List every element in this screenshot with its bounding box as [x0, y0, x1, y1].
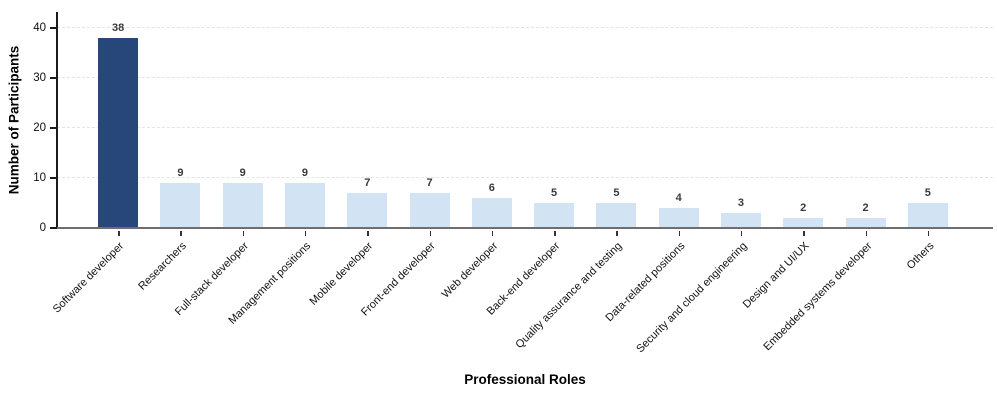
bar: [284, 183, 325, 228]
x-tick-label: Embedded systems developer: [760, 240, 875, 354]
bar: [783, 218, 824, 228]
bar: [658, 208, 699, 228]
bar-column: 7 Front-end developer: [359, 12, 460, 319]
y-tick-label: 40: [33, 22, 46, 34]
bar-column: 9 Researchers: [136, 12, 211, 293]
bar-column: 2 Design and UI/UX: [741, 12, 834, 311]
bar-value-label: 5: [551, 187, 558, 199]
bar: [845, 218, 886, 228]
x-tick-mark: [180, 231, 182, 236]
bar: [98, 38, 139, 228]
y-tick-mark: [50, 77, 57, 79]
plot-area: 0 10 20 30 40 38 Software developer 9 Researche…: [33, 12, 993, 355]
y-axis-line: [56, 12, 58, 228]
bar: [160, 183, 201, 228]
bar-column: 5 Back-end developer: [485, 12, 585, 318]
x-axis-title: Professional Roles: [464, 372, 586, 387]
gridline: [57, 27, 993, 28]
bar-column: 38 Software developer: [51, 12, 149, 316]
bar-value-label: 5: [924, 187, 931, 199]
bar: [596, 203, 637, 228]
x-tick-mark: [429, 231, 432, 236]
bar-value-label: 38: [112, 22, 125, 34]
x-tick-mark: [304, 231, 307, 236]
bar-value-label: 3: [737, 197, 745, 209]
x-tick-label: Security and cloud engineering: [634, 240, 750, 356]
gridline: [57, 127, 993, 128]
bar-column: 4 Data-related positions: [603, 12, 710, 324]
gridline: [57, 177, 993, 178]
bar-value-label: 9: [177, 167, 184, 179]
bar-value-label: 7: [426, 177, 433, 189]
x-tick-mark: [367, 231, 369, 236]
bar-value-label: 9: [239, 167, 246, 179]
bar: [907, 203, 948, 228]
y-tick-label: 0: [39, 222, 46, 234]
x-tick-mark: [554, 231, 556, 236]
x-tick-mark: [803, 231, 805, 236]
x-tick-label: Software developer: [51, 240, 127, 316]
x-tick-mark: [927, 231, 930, 236]
y-tick-label: 10: [33, 172, 46, 184]
bar-column: 5 Quality assurance and testing: [514, 12, 647, 351]
y-tick-label: 20: [33, 122, 46, 134]
bar-column: 5 Others: [897, 12, 959, 272]
bar-value-label: 2: [800, 202, 807, 214]
y-tick-label: 30: [33, 72, 46, 84]
x-tick-label: Others: [904, 240, 937, 272]
y-tick-mark: [50, 27, 57, 29]
x-tick-label: Design and UI/UX: [740, 240, 812, 311]
gridline: [57, 77, 993, 78]
bar: [222, 183, 263, 228]
y-axis-title: Number of Participants: [6, 45, 22, 195]
y-tick-mark: [50, 227, 57, 229]
x-tick-mark: [242, 231, 245, 236]
y-tick-mark: [50, 127, 57, 129]
x-tick-label: Web developer: [439, 240, 501, 301]
bar-column: 9 Management positions: [227, 12, 336, 327]
bar-column: 7 Mobile developer: [308, 12, 398, 308]
x-tick-mark: [491, 231, 494, 236]
y-tick-mark: [50, 177, 57, 179]
bar: [347, 193, 388, 228]
x-tick-mark: [678, 231, 681, 236]
x-tick-label: Researchers: [136, 240, 189, 293]
x-tick-mark: [865, 231, 868, 236]
bar-column: 2 Embedded systems developer: [761, 12, 896, 353]
bar: [409, 193, 450, 228]
bar-value-label: 6: [488, 182, 495, 194]
bar: [534, 203, 575, 228]
bar-value-label: 7: [364, 177, 371, 189]
x-axis-line: [57, 226, 993, 229]
bar: [720, 213, 761, 228]
bar-column: 3 Security and cloud engineering: [634, 12, 772, 355]
x-tick-label: Mobile developer: [308, 240, 376, 308]
x-tick-mark: [616, 231, 618, 236]
bar-column: 9 Full-stack developer: [173, 12, 274, 318]
bar-value-label: 2: [862, 202, 869, 214]
bar-value-label: 5: [613, 187, 620, 199]
bar-value-label: 9: [301, 167, 309, 179]
bar-column: 6 Web developer: [440, 12, 523, 301]
bars-container: 38 Software developer 9 Researchers 9 Full-st…: [51, 12, 959, 355]
bar-value-label: 4: [675, 192, 682, 204]
x-tick-mark: [118, 231, 120, 236]
bar: [471, 198, 512, 228]
x-tick-mark: [740, 231, 743, 236]
x-tick-label: Quality assurance and testing: [513, 240, 625, 351]
